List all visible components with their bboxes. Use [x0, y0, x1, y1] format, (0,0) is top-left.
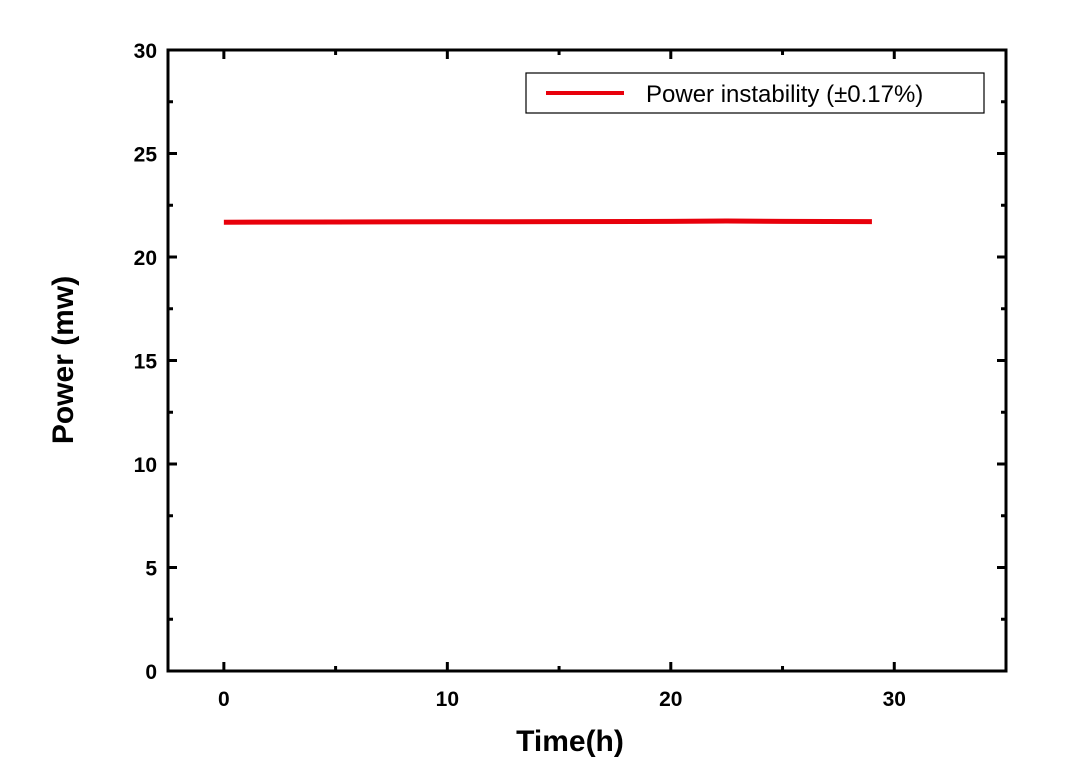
x-tick-label: 0 [218, 688, 230, 711]
y-tick-label: 5 [145, 558, 157, 581]
plot-frame [166, 48, 1008, 673]
legend-box [525, 72, 985, 114]
y-tick-label: 30 [134, 40, 157, 63]
y-tick-label: 25 [134, 144, 158, 167]
x-tick-label: 10 [436, 688, 459, 711]
axis-ticks [168, 48, 1008, 673]
y-tick-label: 20 [134, 247, 157, 270]
legend-label: Power instability (±0.17%) [646, 81, 923, 108]
series-line [223, 218, 872, 225]
series-layer [223, 218, 872, 225]
y-tick-label: 0 [145, 661, 157, 684]
x-tick-label: 30 [883, 688, 906, 711]
y-tick-label: 15 [134, 351, 158, 374]
x-tick-label: 20 [659, 688, 682, 711]
y-tick-label: 10 [134, 454, 157, 477]
legend: Power instability (±0.17%) [525, 72, 985, 114]
y-axis-title: Power (mw) [47, 276, 80, 444]
x-tick-labels: 0 10 20 30 [218, 688, 906, 711]
y-tick-labels: 0 5 10 15 20 25 30 [134, 40, 158, 684]
x-axis-title: Time(h) [516, 725, 624, 758]
